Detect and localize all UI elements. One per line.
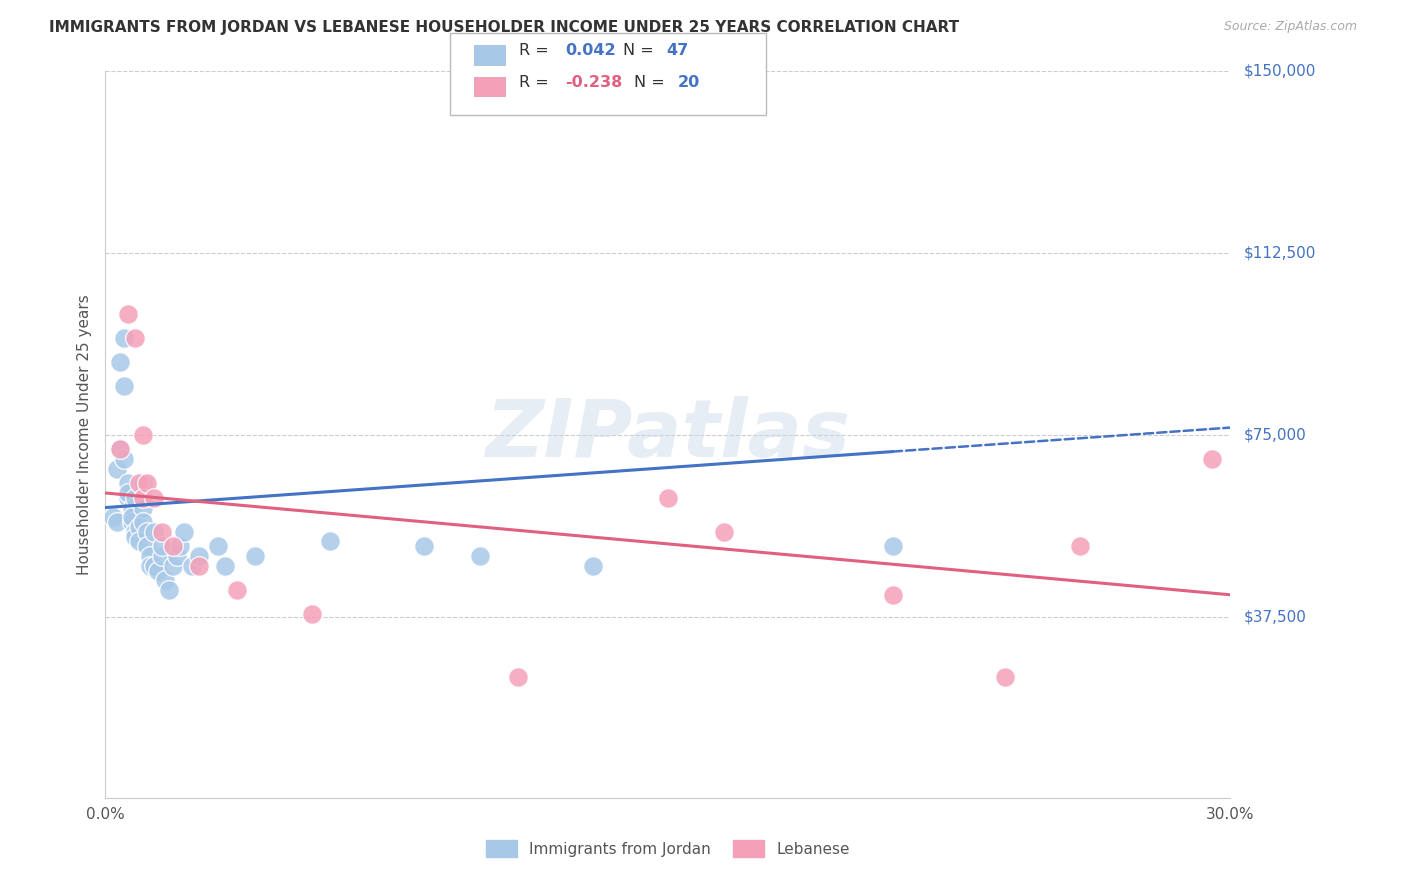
Point — [110, 442, 132, 457]
Point — [139, 549, 162, 563]
Point — [117, 491, 139, 505]
Text: $75,000: $75,000 — [1244, 427, 1308, 442]
Legend: Immigrants from Jordan, Lebanese: Immigrants from Jordan, Lebanese — [479, 833, 856, 863]
Point — [128, 534, 150, 549]
Point — [994, 670, 1017, 684]
Point — [713, 524, 735, 539]
Point — [121, 500, 143, 515]
Text: Source: ZipAtlas.com: Source: ZipAtlas.com — [1223, 20, 1357, 33]
Text: $37,500: $37,500 — [1244, 609, 1308, 624]
Point — [214, 558, 236, 573]
Text: IMMIGRANTS FROM JORDAN VS LEBANESE HOUSEHOLDER INCOME UNDER 25 YEARS CORRELATION: IMMIGRANTS FROM JORDAN VS LEBANESE HOUSE… — [49, 20, 959, 35]
Point — [146, 564, 169, 578]
Point — [110, 442, 132, 457]
Text: -0.238: -0.238 — [565, 75, 623, 89]
Point — [157, 582, 180, 597]
Point — [150, 549, 173, 563]
Point — [135, 476, 157, 491]
Text: 0.042: 0.042 — [565, 44, 616, 58]
Point — [506, 670, 529, 684]
Point — [124, 524, 146, 539]
Point — [150, 524, 173, 539]
Point — [188, 549, 211, 563]
Text: 47: 47 — [666, 44, 689, 58]
Point — [143, 558, 166, 573]
Point — [143, 491, 166, 505]
Point — [139, 558, 162, 573]
Point — [112, 379, 135, 393]
Point — [110, 355, 132, 369]
Text: $112,500: $112,500 — [1244, 245, 1316, 260]
Point — [105, 462, 128, 476]
Point — [150, 539, 173, 553]
Point — [124, 491, 146, 505]
Point — [882, 588, 904, 602]
Point — [582, 558, 605, 573]
Point — [180, 558, 202, 573]
Point — [319, 534, 342, 549]
Point — [470, 549, 492, 563]
Point — [112, 452, 135, 467]
Point — [173, 524, 195, 539]
Point — [105, 515, 128, 529]
Point — [112, 331, 135, 345]
Point — [132, 476, 155, 491]
Point — [101, 510, 124, 524]
Point — [132, 500, 155, 515]
Text: R =: R = — [519, 75, 554, 89]
Y-axis label: Householder Income Under 25 years: Householder Income Under 25 years — [77, 294, 93, 575]
Point — [207, 539, 229, 553]
Point — [225, 582, 247, 597]
Point — [132, 515, 155, 529]
Point — [117, 476, 139, 491]
Point — [162, 558, 184, 573]
Point — [882, 539, 904, 553]
Point — [155, 574, 177, 588]
Point — [117, 307, 139, 321]
Point — [117, 486, 139, 500]
Point — [169, 539, 191, 553]
Text: $150,000: $150,000 — [1244, 64, 1316, 78]
Point — [162, 539, 184, 553]
Text: N =: N = — [634, 75, 671, 89]
Point — [132, 428, 155, 442]
Point — [124, 331, 146, 345]
Point — [124, 530, 146, 544]
Point — [132, 491, 155, 505]
Text: 20: 20 — [678, 75, 700, 89]
Point — [135, 539, 157, 553]
Point — [413, 539, 436, 553]
Point — [128, 520, 150, 534]
Text: R =: R = — [519, 44, 554, 58]
Point — [135, 524, 157, 539]
Point — [245, 549, 267, 563]
Point — [128, 476, 150, 491]
Point — [1201, 452, 1223, 467]
Text: N =: N = — [623, 44, 659, 58]
Point — [121, 510, 143, 524]
Point — [657, 491, 679, 505]
Point — [121, 515, 143, 529]
Point — [301, 607, 323, 622]
Point — [188, 558, 211, 573]
Point — [166, 549, 188, 563]
Text: ZIPatlas: ZIPatlas — [485, 396, 851, 474]
Point — [1069, 539, 1091, 553]
Point — [143, 524, 166, 539]
